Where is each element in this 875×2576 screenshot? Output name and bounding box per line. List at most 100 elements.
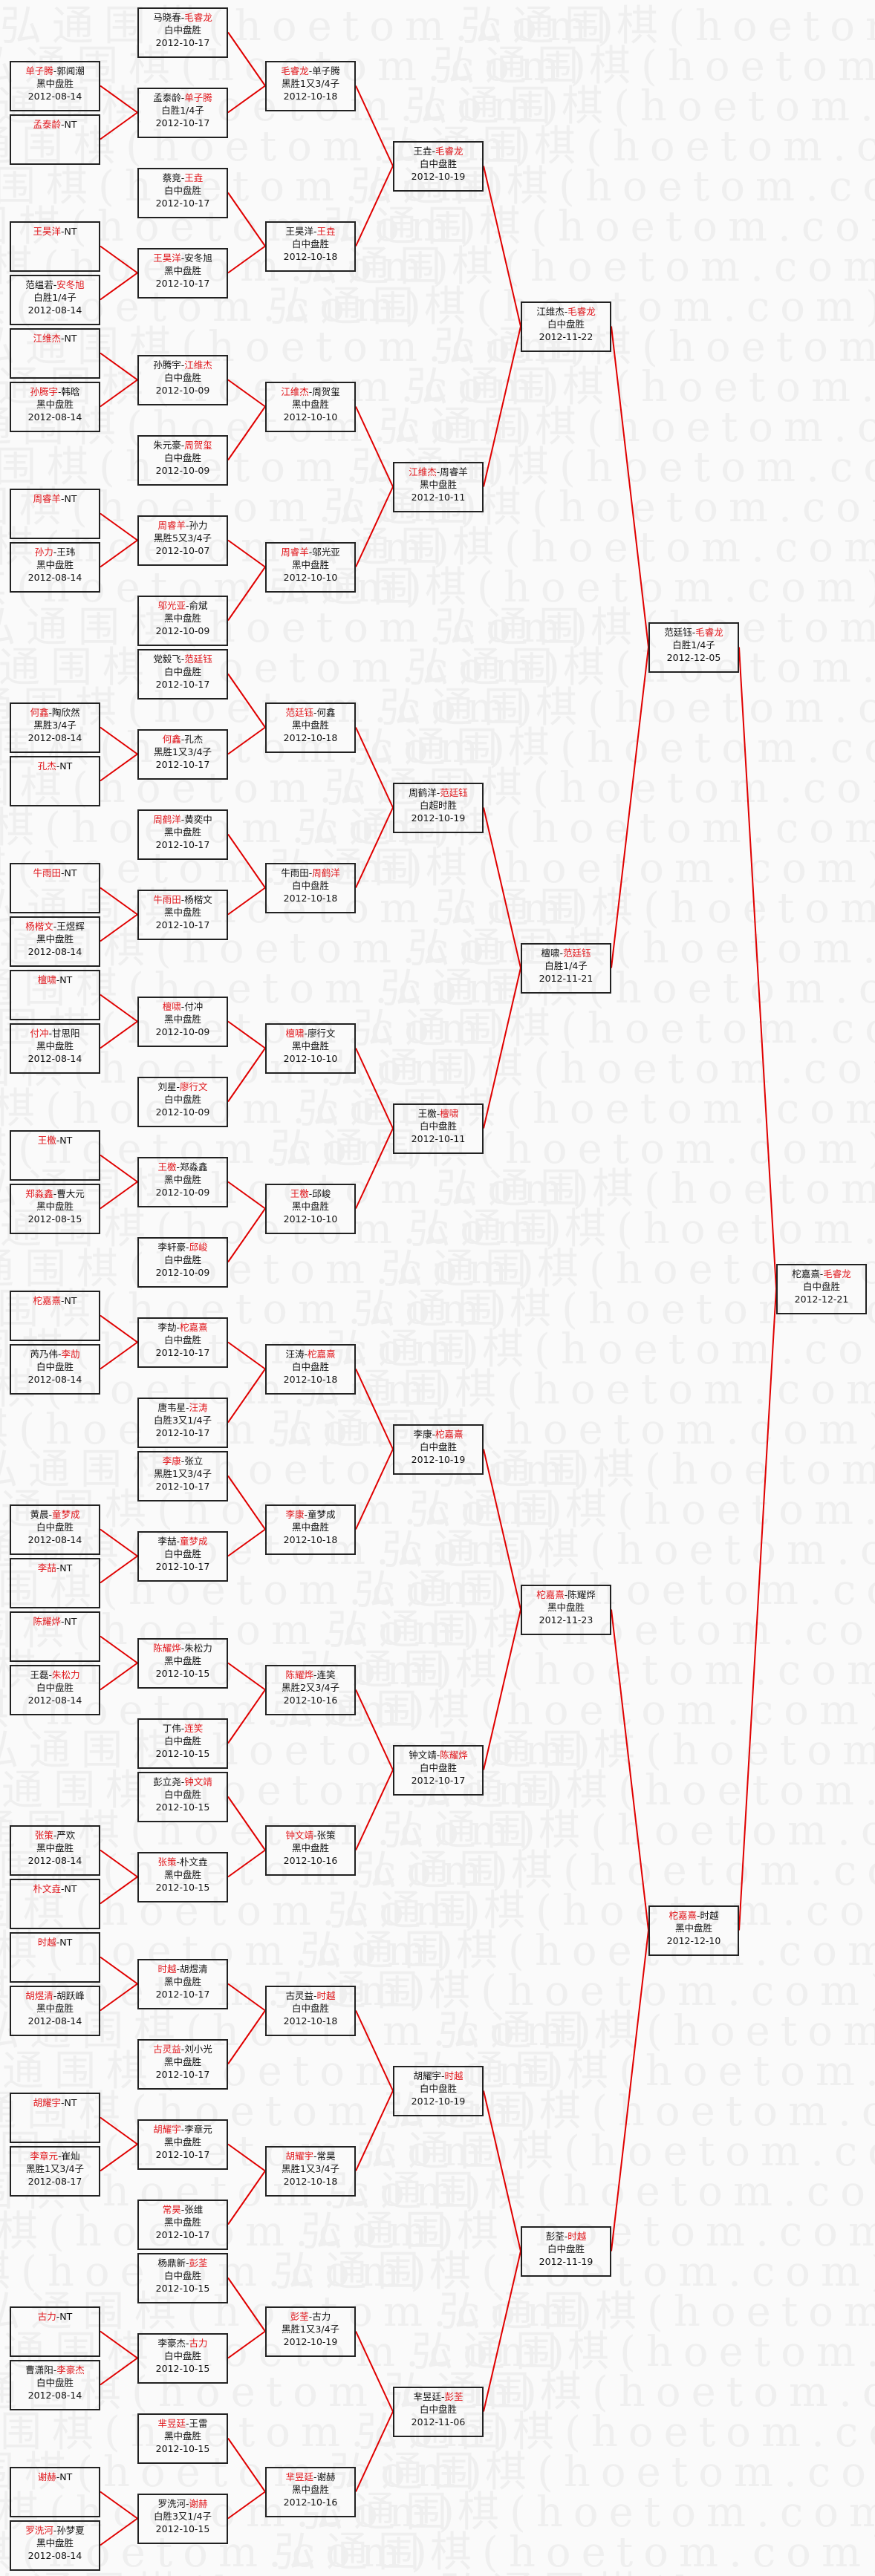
match-box[interactable]: 范缊若-安冬旭 白胜1/4子 2012-08-14 [10,275,100,325]
match-box[interactable]: 毛睿龙-单子腾 黑胜1又3/4子 2012-10-18 [265,61,356,111]
match-box[interactable]: 周鹤洋-黄奕中 黑中盘胜 2012-10-17 [137,809,228,860]
match-box[interactable]: 单子腾-郭闻潮 黑中盘胜 2012-08-14 [10,61,100,111]
match-box[interactable]: 王檄-邱峻 黑中盘胜 2012-10-10 [265,1184,356,1234]
match-box[interactable]: 王垚-毛睿龙 白中盘胜 2012-10-19 [393,141,484,192]
match-box[interactable]: 杨鼎新-彭荃 白中盘胜 2012-10-15 [137,2253,228,2303]
match-box[interactable]: 柁嘉熹-NT [10,1291,100,1341]
match-box[interactable]: 刘星-廖行文 白中盘胜 2012-10-09 [137,1077,228,1127]
match-box[interactable]: 时越-胡煜清 黑中盘胜 2012-10-17 [137,1959,228,2009]
match-box[interactable]: 常昊-张维 黑中盘胜 2012-10-17 [137,2200,228,2250]
match-box[interactable]: 周鹤洋-范廷钰 白超时胜 2012-10-19 [393,783,484,833]
match-box[interactable]: 孙力-王玮 黑中盘胜 2012-08-14 [10,542,100,593]
match-box[interactable]: 李康-张立 黑胜1又3/4子 2012-10-17 [137,1451,228,1501]
match-box[interactable]: 柁嘉熹-陈耀烨 黑中盘胜 2012-11-23 [521,1585,611,1635]
match-box[interactable]: 罗洗河-孙梦夏 黑中盘胜 2012-08-14 [10,2520,100,2571]
match-box[interactable]: 何鑫-孔杰 黑胜1又3/4子 2012-10-17 [137,729,228,780]
match-box[interactable]: 时越-NT [10,1932,100,1983]
match-box[interactable]: 彭立尧-钟文靖 白中盘胜 2012-10-15 [137,1772,228,1822]
match-box[interactable]: 李章元-崔灿 黑胜1又3/4子 2012-08-17 [10,2146,100,2197]
match-box[interactable]: 江维杰-NT [10,328,100,379]
match-box[interactable]: 胡煜清-胡跃峰 黑中盘胜 2012-08-14 [10,1986,100,2036]
match-box[interactable]: 张策-朴文垚 黑中盘胜 2012-10-15 [137,1852,228,1902]
match-box[interactable]: 王檄-檀啸 白中盘胜 2012-10-11 [393,1103,484,1154]
match-box[interactable]: 檀啸-廖行文 黑中盘胜 2012-10-10 [265,1023,356,1074]
match-box[interactable]: 谢赫-NT [10,2467,100,2517]
match-box[interactable]: 芈昱廷-彭荃 白中盘胜 2012-11-06 [393,2387,484,2437]
match-result: 黑胜3/4子 [33,720,77,731]
match-box[interactable]: 陈耀烨-连笑 黑胜2又3/4子 2012-10-16 [265,1665,356,1715]
match-box[interactable]: 陈耀烨-NT [10,1611,100,1662]
match-box[interactable]: 罗洗河-谢赫 白胜3又1/4子 2012-10-15 [137,2494,228,2544]
match-box[interactable]: 李喆-NT [10,1558,100,1608]
match-box[interactable]: 陈耀烨-朱松力 黑中盘胜 2012-10-15 [137,1638,228,1689]
match-box[interactable]: 王磊-朱松力 白中盘胜 2012-08-14 [10,1665,100,1715]
match-box[interactable]: 彭荃-古力 黑胜1又3/4子 2012-10-19 [265,2306,356,2357]
match-box[interactable]: 周睿羊-孙力 黑胜5又3/4子 2012-10-07 [137,515,228,566]
match-box[interactable]: 孙腾宇-韩晗 黑中盘胜 2012-08-14 [10,382,100,432]
match-box[interactable]: 王昊洋-王垚 白中盘胜 2012-10-18 [265,221,356,272]
match-box[interactable]: 彭荃-时越 白中盘胜 2012-11-19 [521,2226,611,2277]
match-box[interactable]: 范廷钰-何鑫 黑中盘胜 2012-10-18 [265,702,356,753]
match-box[interactable]: 周睿羊-邬光亚 黑中盘胜 2012-10-10 [265,542,356,593]
connector-line [227,2330,266,2359]
match-box[interactable]: 张策-严欢 黑中盘胜 2012-08-14 [10,1825,100,1876]
match-box[interactable]: 檀啸-NT [10,970,100,1020]
match-box[interactable]: 王昊洋-安冬旭 黑中盘胜 2012-10-17 [137,248,228,299]
match-box[interactable]: 江维杰-周贺玺 黑中盘胜 2012-10-10 [265,382,356,432]
match-box[interactable]: 李康-柁嘉熹 白中盘胜 2012-10-19 [393,1424,484,1475]
match-box[interactable]: 古力-NT [10,2306,100,2357]
match-box[interactable]: 何鑫-陶欣然 黑胜3/4子 2012-08-14 [10,702,100,753]
match-box[interactable]: 牛雨田-NT [10,863,100,913]
match-box[interactable]: 牛雨田-杨楷文 黑中盘胜 2012-10-17 [137,890,228,940]
match-box[interactable]: 汪涛-柁嘉熹 白中盘胜 2012-10-18 [265,1344,356,1395]
match-box[interactable]: 檀啸-付冲 黑中盘胜 2012-10-09 [137,997,228,1047]
match-box[interactable]: 李豪杰-古力 白中盘胜 2012-10-15 [137,2333,228,2384]
match-box[interactable]: 孟泰龄-单子腾 白胜1/4子 2012-10-17 [137,88,228,138]
match-players: 檀啸-付冲 [139,1000,227,1013]
match-box[interactable]: 古灵益-刘小光 黑中盘胜 2012-10-17 [137,2039,228,2090]
match-box[interactable]: 牛雨田-周鹤洋 白中盘胜 2012-10-18 [265,863,356,913]
match-box[interactable]: 孟泰龄-NT [10,114,100,165]
match-box[interactable]: 柁嘉熹-时越 黑中盘胜 2012-12-10 [648,1905,739,1956]
match-box[interactable]: 江维杰-毛睿龙 白中盘胜 2012-11-22 [521,301,611,352]
match-box[interactable]: 王昊洋-NT [10,221,100,272]
match-box[interactable]: 胡耀宇-NT [10,2093,100,2143]
match-players: 王檄-NT [11,1134,99,1147]
match-box[interactable]: 丁伟-连笑 白中盘胜 2012-10-15 [137,1718,228,1769]
match-box[interactable]: 王檄-NT [10,1130,100,1181]
match-box[interactable]: 胡耀宇-常昊 黑胜1又3/4子 2012-10-18 [265,2146,356,2197]
match-box[interactable]: 付冲-甘思阳 黑中盘胜 2012-08-14 [10,1023,100,1074]
match-box[interactable]: 孔杰-NT [10,756,100,806]
match-box[interactable]: 黄晨-童梦成 白中盘胜 2012-08-14 [10,1504,100,1555]
match-box[interactable]: 王檄-郑淼鑫 黑中盘胜 2012-10-09 [137,1157,228,1207]
match-box[interactable]: 柁嘉熹-毛睿龙 白中盘胜 2012-12-21 [776,1264,867,1314]
match-box[interactable]: 李康-童梦成 黑中盘胜 2012-10-18 [265,1504,356,1555]
match-box[interactable]: 李劼-柁嘉熹 白中盘胜 2012-10-17 [137,1317,228,1368]
match-box[interactable]: 钟文靖-陈耀烨 白中盘胜 2012-10-17 [393,1745,484,1796]
match-date: 2012-11-19 [539,2256,593,2267]
match-box[interactable]: 党毅飞-范廷钰 白中盘胜 2012-10-17 [137,649,228,700]
match-box[interactable]: 杨楷文-王煜辉 黑中盘胜 2012-08-14 [10,916,100,967]
match-box[interactable]: 胡耀宇-李章元 黑中盘胜 2012-10-17 [137,2119,228,2170]
match-box[interactable]: 曹潇阳-李豪杰 白中盘胜 2012-08-14 [10,2360,100,2410]
match-box[interactable]: 李喆-童梦成 白中盘胜 2012-10-17 [137,1531,228,1582]
match-box[interactable]: 江维杰-周睿羊 黑中盘胜 2012-10-11 [393,462,484,512]
match-box[interactable]: 檀啸-范廷钰 白胜1/4子 2012-11-21 [521,943,611,994]
match-box[interactable]: 马晓春-毛睿龙 白中盘胜 2012-10-17 [137,7,228,58]
match-box[interactable]: 唐韦星-汪涛 白胜3又1/4子 2012-10-17 [137,1398,228,1448]
match-box[interactable]: 芮乃伟-李劼 白中盘胜 2012-08-14 [10,1344,100,1395]
match-box[interactable]: 芈昱廷-谢赫 黑中盘胜 2012-10-16 [265,2467,356,2517]
match-box[interactable]: 邬光亚-俞斌 黑中盘胜 2012-10-09 [137,596,228,646]
match-box[interactable]: 郑淼鑫-曹大元 黑中盘胜 2012-08-15 [10,1184,100,1234]
match-box[interactable]: 范廷钰-毛睿龙 白胜1/4子 2012-12-05 [648,622,739,673]
match-box[interactable]: 芈昱廷-王雷 黑中盘胜 2012-10-15 [137,2413,228,2464]
match-box[interactable]: 朴文垚-NT [10,1879,100,1929]
match-box[interactable]: 钟文靖-张策 黑中盘胜 2012-10-16 [265,1825,356,1876]
match-box[interactable]: 周睿羊-NT [10,489,100,539]
match-box[interactable]: 蔡竞-王垚 白中盘胜 2012-10-17 [137,168,228,218]
match-box[interactable]: 朱元豪-周贺玺 白中盘胜 2012-10-09 [137,435,228,486]
match-box[interactable]: 孙腾宇-江维杰 白中盘胜 2012-10-09 [137,355,228,405]
match-box[interactable]: 胡耀宇-时越 白中盘胜 2012-10-19 [393,2066,484,2116]
match-box[interactable]: 李轩豪-邱峻 白中盘胜 2012-10-09 [137,1237,228,1288]
match-box[interactable]: 古灵益-时越 白中盘胜 2012-10-18 [265,1986,356,2036]
